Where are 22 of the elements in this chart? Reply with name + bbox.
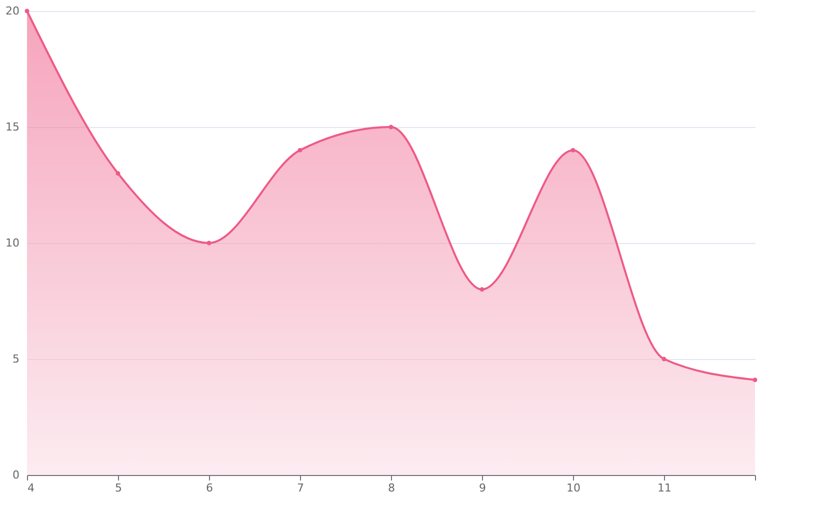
y-tick-label: 5 — [12, 352, 20, 366]
y-tick-label: 10 — [6, 236, 20, 250]
point — [480, 287, 484, 292]
point — [206, 240, 212, 246]
x-tick-label: 6 — [206, 482, 213, 494]
x-tick-label: 7 — [297, 482, 304, 494]
x-tick-label: 11 — [658, 482, 672, 494]
point — [298, 148, 302, 152]
x-tick-label: 8 — [388, 482, 395, 494]
y-tick-label: 20 — [6, 4, 20, 18]
x-tick-label: 9 — [479, 482, 486, 494]
point — [752, 378, 758, 382]
x-tick-label: 4 — [28, 482, 34, 494]
point — [116, 171, 120, 176]
x-tick-label: 10 — [566, 482, 580, 494]
x-tick-label: 5 — [115, 482, 122, 494]
point — [24, 8, 30, 14]
point — [662, 356, 666, 362]
y-tick-label: 15 — [6, 120, 20, 134]
y-tick-label: 0 — [12, 468, 20, 482]
point — [570, 148, 576, 152]
point — [388, 124, 394, 130]
